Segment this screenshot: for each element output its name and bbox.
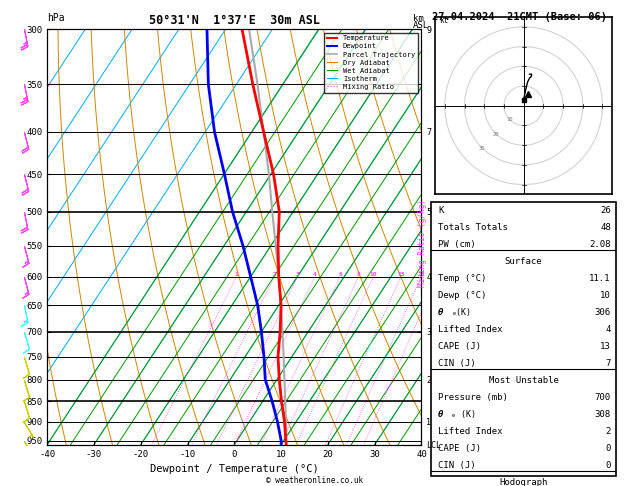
Text: CIN (J): CIN (J) bbox=[438, 461, 476, 470]
Text: km: km bbox=[413, 14, 424, 23]
Text: PW (cm): PW (cm) bbox=[438, 240, 476, 249]
Text: ₑ(K): ₑ(K) bbox=[451, 308, 471, 317]
Text: Totals Totals: Totals Totals bbox=[438, 223, 508, 232]
X-axis label: Dewpoint / Temperature (°C): Dewpoint / Temperature (°C) bbox=[150, 464, 319, 474]
Text: 10: 10 bbox=[506, 118, 513, 122]
Text: 6: 6 bbox=[338, 272, 342, 277]
Text: 700: 700 bbox=[595, 393, 611, 402]
Text: 4: 4 bbox=[313, 272, 317, 277]
Text: Temp (°C): Temp (°C) bbox=[438, 274, 487, 283]
Text: CIN (J): CIN (J) bbox=[438, 359, 476, 368]
Text: kt: kt bbox=[439, 16, 448, 25]
Text: © weatheronline.co.uk: © weatheronline.co.uk bbox=[266, 475, 363, 485]
Title: 50°31'N  1°37'E  30m ASL: 50°31'N 1°37'E 30m ASL bbox=[149, 14, 320, 27]
Text: 20: 20 bbox=[493, 132, 499, 137]
Text: 27.04.2024  21GMT (Base: 06): 27.04.2024 21GMT (Base: 06) bbox=[432, 12, 607, 22]
Text: 13: 13 bbox=[600, 342, 611, 351]
Text: ASL: ASL bbox=[413, 21, 430, 30]
Text: 10: 10 bbox=[600, 291, 611, 300]
Text: Mixing Ratio (g/kg): Mixing Ratio (g/kg) bbox=[418, 199, 427, 287]
Text: CAPE (J): CAPE (J) bbox=[438, 444, 481, 453]
Text: 1: 1 bbox=[235, 272, 238, 277]
Text: 0: 0 bbox=[606, 461, 611, 470]
Text: 20: 20 bbox=[418, 272, 425, 277]
Text: 0: 0 bbox=[606, 444, 611, 453]
Text: Hodograph: Hodograph bbox=[499, 478, 548, 486]
Text: θ: θ bbox=[438, 308, 443, 317]
Text: 8: 8 bbox=[357, 272, 360, 277]
Text: 306: 306 bbox=[595, 308, 611, 317]
Text: hPa: hPa bbox=[47, 13, 65, 23]
Text: Lifted Index: Lifted Index bbox=[438, 325, 503, 334]
Text: CAPE (J): CAPE (J) bbox=[438, 342, 481, 351]
Text: 2: 2 bbox=[606, 427, 611, 436]
Text: 15: 15 bbox=[397, 272, 404, 277]
Text: 2.08: 2.08 bbox=[589, 240, 611, 249]
Text: 308: 308 bbox=[595, 410, 611, 419]
Text: 2: 2 bbox=[272, 272, 276, 277]
Text: Pressure (mb): Pressure (mb) bbox=[438, 393, 508, 402]
Text: Dewp (°C): Dewp (°C) bbox=[438, 291, 487, 300]
Text: 48: 48 bbox=[600, 223, 611, 232]
Text: 30: 30 bbox=[479, 146, 486, 151]
Text: 26: 26 bbox=[600, 206, 611, 215]
Text: Lifted Index: Lifted Index bbox=[438, 427, 503, 436]
Text: ₑ (K): ₑ (K) bbox=[451, 410, 476, 419]
Text: K: K bbox=[438, 206, 443, 215]
Text: Most Unstable: Most Unstable bbox=[489, 376, 559, 385]
Text: 4: 4 bbox=[606, 325, 611, 334]
Legend: Temperature, Dewpoint, Parcel Trajectory, Dry Adiabat, Wet Adiabat, Isotherm, Mi: Temperature, Dewpoint, Parcel Trajectory… bbox=[324, 33, 418, 93]
Text: Surface: Surface bbox=[505, 257, 542, 266]
Text: 7: 7 bbox=[606, 359, 611, 368]
Text: 3: 3 bbox=[296, 272, 299, 277]
Text: 11.1: 11.1 bbox=[589, 274, 611, 283]
Text: 10: 10 bbox=[370, 272, 377, 277]
Text: θ: θ bbox=[438, 410, 443, 419]
